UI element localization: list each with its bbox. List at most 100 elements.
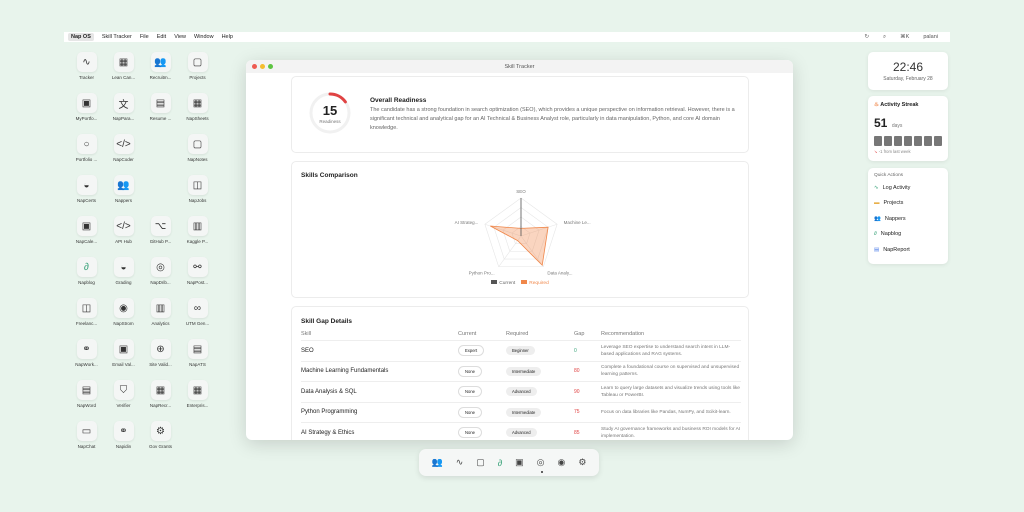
app-napstrom[interactable]: ◉ NapStrom — [105, 298, 142, 339]
col-current: Current — [458, 328, 506, 341]
radar-series-required[interactable] — [490, 225, 549, 267]
app-grading[interactable]: ◒ Grading — [105, 257, 142, 298]
app-email-val[interactable]: ▣ Email Val... — [105, 339, 142, 380]
site-valid-icon: ⊕ — [150, 339, 171, 359]
app-tracker[interactable]: ∿ Tracker — [68, 52, 105, 93]
radar-axis-line — [498, 235, 522, 267]
quick-action-nappers[interactable]: 👥 Nappers — [868, 211, 948, 227]
app-github-p[interactable]: ⌥ GitHub P... — [142, 216, 179, 257]
col-required: Required — [506, 328, 574, 341]
search-icon[interactable]: ⌕ — [883, 33, 887, 40]
app-napword[interactable]: ▤ NapWord — [68, 380, 105, 421]
quick-action-napblog[interactable]: ∂ Napblog — [868, 227, 948, 243]
refresh-icon[interactable]: ↻ — [864, 33, 870, 40]
app-site-valid[interactable]: ⊕ Site Valid... — [142, 339, 179, 380]
app-label: NapDrib... — [150, 280, 171, 285]
readiness-ring: 15 Readiness — [308, 91, 352, 135]
nappara-icon: 文 — [113, 93, 134, 113]
menu-window[interactable]: Window — [194, 34, 214, 40]
readiness-card: 15 Readiness Overall Readiness The candi… — [291, 76, 749, 153]
flame-icon: ♨ — [874, 102, 879, 108]
app-label: Gov Grants — [148, 444, 172, 449]
app-freelanc[interactable]: ◫ Freelanc... — [68, 298, 105, 339]
app-nappara[interactable]: 文 NapPara... — [105, 93, 142, 134]
close-button[interactable] — [252, 64, 257, 69]
col-skill: Skill — [301, 328, 458, 341]
app-lean-can[interactable]: ▦ Lean Can... — [105, 52, 142, 93]
app-utm-gen[interactable]: ∞ UTM Gen... — [179, 298, 216, 339]
app-gov-grants[interactable]: ⚙ Gov Grants — [142, 421, 179, 462]
app-nappost[interactable]: ⚯ NapPost... — [179, 257, 216, 298]
app-label: Tracker — [78, 75, 95, 80]
quick-action-napreport[interactable]: ▤ NapReport — [868, 242, 948, 258]
shortcut-badge[interactable]: ⌘K — [900, 33, 910, 40]
gap-value: 85 — [574, 422, 601, 440]
menu-help[interactable]: Help — [221, 34, 233, 40]
radar-axis-label: Data Analy... — [547, 270, 572, 275]
app-napcoder[interactable]: </> NapCoder — [105, 134, 142, 175]
report-icon[interactable]: ▣ — [515, 457, 524, 467]
current-level-badge: None — [458, 386, 483, 398]
app-napjobs[interactable]: ◫ NapJobs — [179, 175, 216, 216]
title-bar[interactable]: Skill Tracker — [246, 60, 793, 73]
tracker-icon[interactable]: ∿ — [455, 457, 464, 467]
verifier-icon: ⛉ — [113, 380, 134, 400]
minimize-button[interactable] — [260, 64, 265, 69]
napstrom-icon[interactable]: ◉ — [557, 457, 566, 467]
legend-current[interactable]: Current — [491, 280, 515, 286]
menu-edit[interactable]: Edit — [156, 34, 167, 40]
napblog-icon[interactable]: ∂ — [497, 457, 503, 468]
quick-action-label: NapReport — [883, 246, 910, 253]
menu-brand[interactable]: Nap OS — [68, 33, 94, 41]
quick-action-log-activity[interactable]: ∿ Log Activity — [868, 180, 948, 196]
legend-required[interactable]: Required — [521, 280, 549, 286]
github-p-icon: ⌥ — [150, 216, 171, 236]
app-myportfo[interactable]: ▣ MyPortfo... — [68, 93, 105, 134]
app-label: API Hub — [115, 239, 132, 244]
app-verifier[interactable]: ⛉ Verifier — [105, 380, 142, 421]
user-menu[interactable]: palani — [923, 33, 938, 40]
nappers-icon[interactable]: 👥 — [431, 457, 443, 467]
radar-chart: SEO Machine Le... Data Analy... Python Pro.… — [455, 189, 591, 275]
quick-action-projects[interactable]: ▬ Projects — [868, 196, 948, 212]
menu-view[interactable]: View — [174, 34, 187, 40]
app-analytics[interactable]: ▥ Analytics — [142, 298, 179, 339]
app-napcale[interactable]: ▣ NapCale... — [68, 216, 105, 257]
app-napdrib[interactable]: ◎ NapDrib... — [142, 257, 179, 298]
app-enterpris[interactable]: ▦ Enterpris... — [179, 380, 216, 421]
readiness-label: Readiness — [319, 119, 341, 124]
recommendation: Focus on data libraries like Pandas, Num… — [601, 409, 731, 415]
projects-icon[interactable]: ▢ — [476, 457, 485, 467]
app-napblog[interactable]: ∂ Napblog — [68, 257, 105, 298]
menu-file[interactable]: File — [139, 34, 149, 40]
enterpris-icon: ▦ — [187, 380, 208, 400]
app-label: NapATS — [189, 362, 206, 367]
app-napchat[interactable]: ▭ NapChat — [68, 421, 105, 462]
app-portfolio[interactable]: ○ Portfolio ... — [68, 134, 105, 175]
app-napats[interactable]: ▤ NapATS — [179, 339, 216, 380]
app-projects[interactable]: ▢ Projects — [179, 52, 216, 93]
app-label: Napblog — [78, 280, 95, 285]
app-label: Email Val... — [112, 362, 135, 367]
app-nappers[interactable]: 👥 Nappers — [105, 175, 142, 216]
app-api-hub[interactable]: </> API Hub — [105, 216, 142, 257]
app-label: Freelanc... — [75, 321, 98, 326]
skill-tracker-window: Skill Tracker 15 Readiness Overall Readi… — [246, 60, 793, 440]
napchat-icon: ▭ — [76, 421, 97, 441]
app-napidin[interactable]: ⚭ Napidin — [105, 421, 142, 462]
app-recruitm[interactable]: 👥 Recruitm... — [142, 52, 179, 93]
grading-icon: ◒ — [113, 257, 134, 277]
app-naprecr[interactable]: ▦ NapRecr... — [142, 380, 179, 421]
settings-icon[interactable]: ⚙ — [578, 457, 587, 467]
app-napnotes[interactable]: ▢ NapNotes — [179, 134, 216, 175]
readiness-text: The candidate has a strong foundation in… — [370, 107, 735, 131]
app-napsheets[interactable]: ▦ NapSheets — [179, 93, 216, 134]
app-napwork[interactable]: ⚭ NapWork... — [68, 339, 105, 380]
app-label: NapWork... — [75, 362, 98, 367]
app-napcerts[interactable]: ◒ NapCerts — [68, 175, 105, 216]
maximize-button[interactable] — [268, 64, 273, 69]
menu-app[interactable]: Skill Tracker — [101, 34, 132, 40]
app-kaggle-p[interactable]: ▥ Kaggle P... — [179, 216, 216, 257]
skill-tracker-icon[interactable]: ◎ — [537, 457, 545, 473]
app-resume[interactable]: ▤ Resume ... — [142, 93, 179, 134]
